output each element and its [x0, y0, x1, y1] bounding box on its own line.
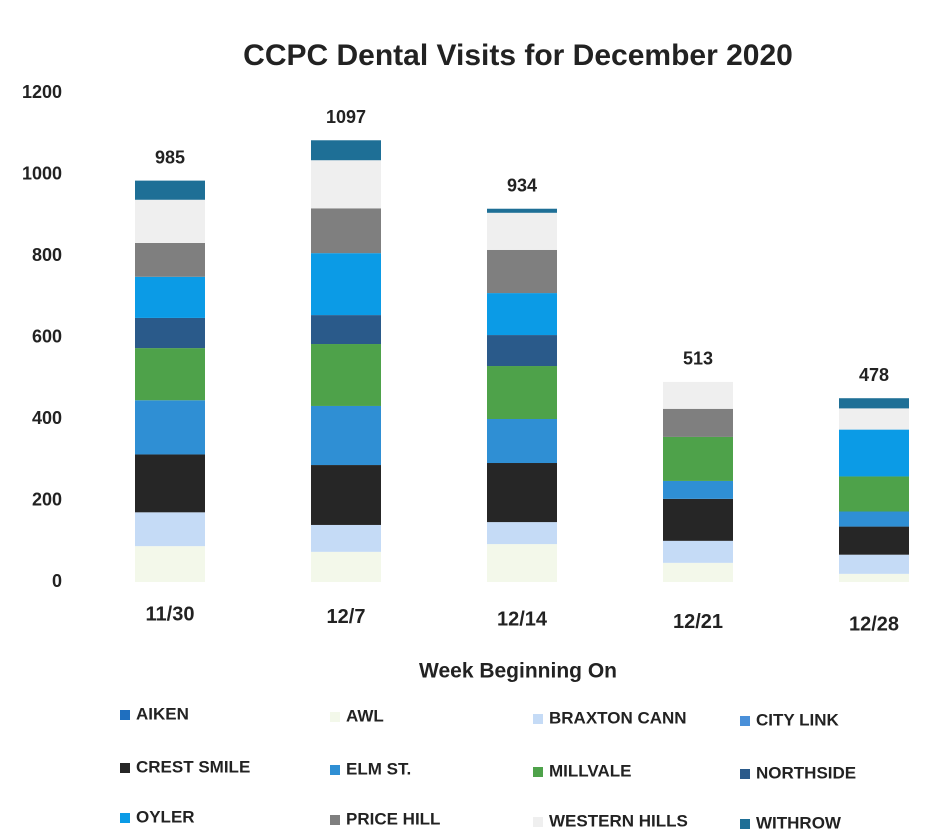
legend-swatch — [740, 769, 750, 779]
bar-segment — [487, 522, 557, 545]
legend-label: AIKEN — [136, 704, 189, 723]
bar-segment — [839, 554, 909, 574]
bar-segment — [663, 498, 733, 541]
x-tick-label: 12/21 — [673, 611, 723, 633]
bar-segment — [135, 199, 205, 243]
bar-segment — [487, 208, 557, 213]
legend-label: CITY LINK — [756, 710, 840, 729]
bar-segment — [135, 454, 205, 513]
legend-label: MILLVALE — [549, 761, 631, 780]
bar-segment — [135, 546, 205, 582]
bar-segment — [311, 344, 381, 406]
bar-segment — [311, 465, 381, 525]
bar-segment — [135, 180, 205, 200]
bar-segment — [311, 208, 381, 254]
total-label: 478 — [859, 365, 889, 385]
bar-segment — [487, 463, 557, 523]
y-tick-label: 800 — [32, 245, 62, 265]
bar-segment — [839, 398, 909, 409]
bar-segment — [839, 476, 909, 512]
x-tick-label: 12/28 — [849, 613, 899, 635]
legend-label: PRICE HILL — [346, 809, 440, 828]
y-tick-label: 400 — [32, 408, 62, 428]
legend-swatch — [330, 765, 340, 775]
legend-label: ELM ST. — [346, 759, 411, 778]
legend-label: NORTHSIDE — [756, 763, 856, 782]
bar-segment — [311, 551, 381, 582]
bar-segment — [311, 405, 381, 466]
x-tick-label: 12/7 — [327, 606, 366, 628]
bar-segment — [311, 140, 381, 161]
legend-swatch — [533, 714, 543, 724]
legend-swatch — [120, 710, 130, 720]
y-tick-label: 1000 — [22, 163, 62, 183]
bar-segment — [487, 335, 557, 367]
legend-label: WESTERN HILLS — [549, 811, 688, 830]
y-tick-label: 1200 — [22, 82, 62, 102]
bar-segment — [135, 400, 205, 455]
bar-segment — [487, 366, 557, 419]
legend-label: CREST SMILE — [136, 757, 250, 776]
y-tick-label: 200 — [32, 489, 62, 509]
x-tick-label: 11/30 — [146, 603, 195, 625]
y-tick-label: 0 — [52, 571, 62, 591]
bar-segment — [839, 511, 909, 527]
bar-segment — [311, 524, 381, 552]
legend-swatch — [330, 712, 340, 722]
bar-segment — [311, 253, 381, 316]
bar-segment — [663, 540, 733, 563]
legend-swatch — [740, 819, 750, 829]
total-label: 513 — [683, 349, 713, 369]
legend-label: OYLER — [136, 807, 195, 826]
x-tick-label: 12/14 — [497, 608, 548, 630]
total-label: 934 — [507, 175, 537, 195]
bar-segment — [839, 573, 909, 582]
legend-swatch — [533, 767, 543, 777]
bar-segment — [663, 408, 733, 437]
legend-swatch — [120, 763, 130, 773]
bar-segment — [135, 512, 205, 547]
legend-swatch — [330, 815, 340, 825]
legend-label: WITHROW — [756, 813, 842, 832]
bar-segment — [663, 436, 733, 481]
bar-segment — [311, 315, 381, 345]
bar-segment — [135, 317, 205, 349]
bar-segment — [839, 526, 909, 555]
bar-segment — [663, 480, 733, 499]
bar-segment — [487, 293, 557, 336]
bar-segment — [135, 348, 205, 401]
bar-segment — [487, 212, 557, 250]
legend-swatch — [740, 716, 750, 726]
x-axis-title: Week Beginning On — [419, 660, 617, 683]
bar-segment — [839, 408, 909, 430]
bar-segment — [487, 249, 557, 294]
legend-label: BRAXTON CANN — [549, 708, 687, 727]
bar-segment — [135, 242, 205, 277]
legend-swatch — [533, 817, 543, 827]
y-tick-label: 600 — [32, 326, 62, 346]
bar-segment — [663, 381, 733, 409]
bar-segment — [839, 429, 909, 477]
bar-segment — [135, 276, 205, 318]
bar-segment — [663, 562, 733, 582]
bar-segment — [487, 544, 557, 582]
total-label: 1097 — [326, 107, 366, 127]
bar-segment — [311, 160, 381, 209]
total-label: 985 — [155, 147, 185, 167]
bar-segment — [487, 419, 557, 464]
legend-label: AWL — [346, 706, 384, 725]
chart-title: CCPC Dental Visits for December 2020 — [243, 39, 793, 72]
legend-swatch — [120, 813, 130, 823]
